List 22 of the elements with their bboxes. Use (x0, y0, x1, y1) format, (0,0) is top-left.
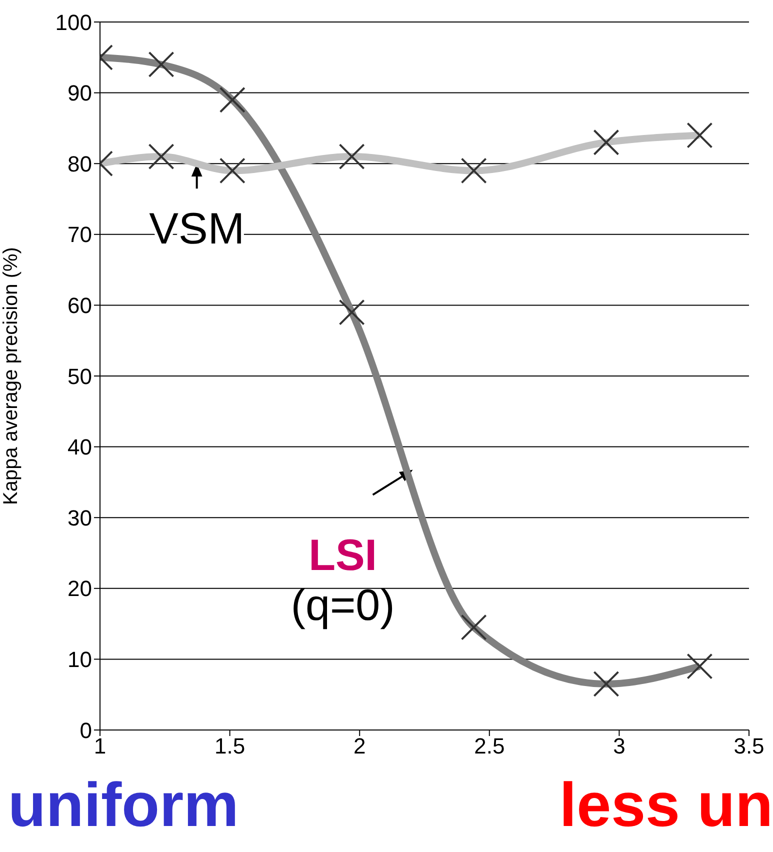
text: less un (559, 770, 773, 841)
y-tick-label: 60 (68, 293, 92, 318)
x-tick-label: 3.5 (734, 734, 764, 759)
y-tick-label: 40 (68, 434, 92, 460)
x-tick-label: 3 (613, 734, 626, 759)
y-tick-label: 20 (68, 576, 92, 602)
y-axis-title: Kappa average precision (%) (0, 247, 22, 505)
x-tick-label: 2 (353, 734, 366, 759)
y-tick-label: 30 (68, 505, 92, 530)
series-label: LSI (308, 530, 378, 580)
annotation: (q=0) (290, 580, 395, 630)
y-tick-label: 80 (68, 151, 92, 176)
x-tick-label: 2.5 (474, 734, 505, 759)
x-tick-label: 1.5 (214, 734, 246, 759)
y-tick-label: 10 (68, 647, 92, 672)
y-tick-label: 90 (68, 80, 92, 106)
x-tick-label: 1 (94, 734, 106, 759)
y-tick-label: 0 (80, 718, 92, 743)
y-tick-label: 50 (68, 364, 92, 389)
y-tick-label: 70 (68, 222, 92, 248)
y-tick-label: 100 (55, 10, 92, 35)
text: uniform (8, 770, 239, 841)
